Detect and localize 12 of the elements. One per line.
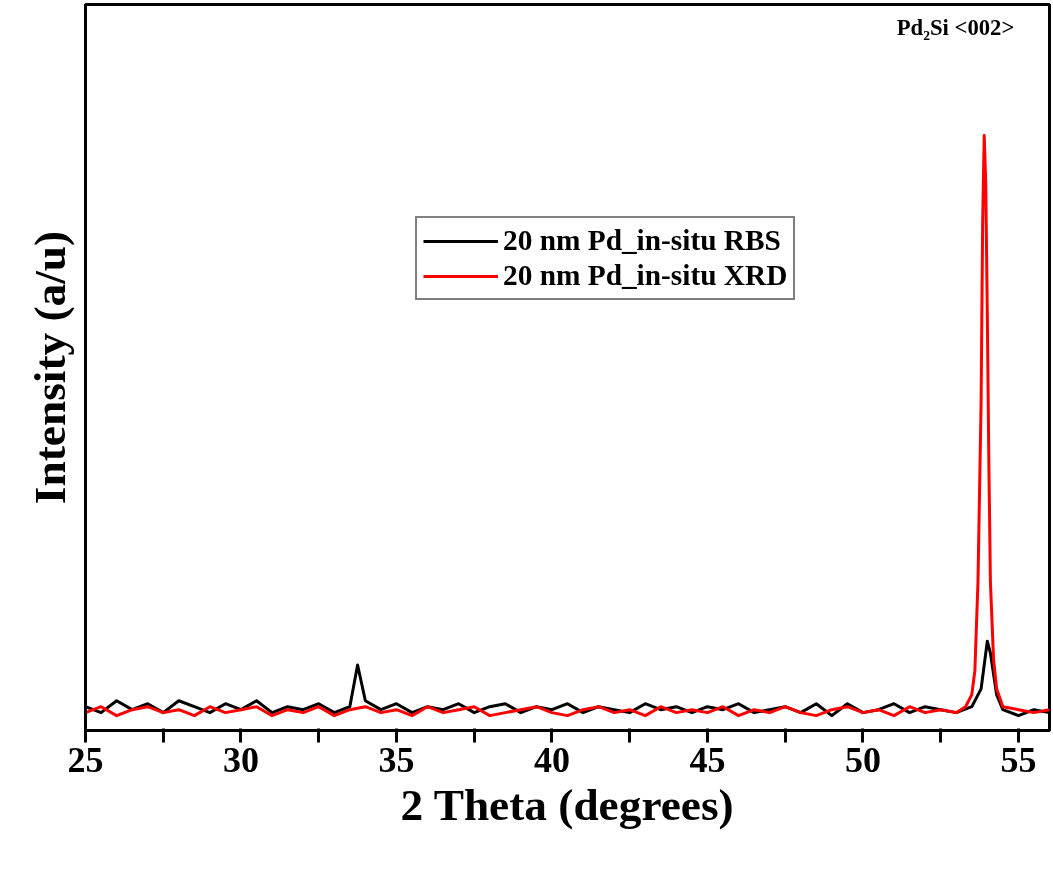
legend-label: 20 nm Pd_in-situ RBS: [503, 224, 781, 257]
x-tick-label: 30: [222, 739, 259, 780]
x-tick-label: 25: [67, 739, 104, 780]
legend-label: 20 nm Pd_in-situ XRD: [503, 259, 788, 292]
y-axis-title: Intensity (a/u): [24, 230, 75, 505]
x-tick-label: 45: [689, 739, 726, 780]
x-tick-label: 40: [533, 739, 570, 780]
x-tick-label: 55: [1000, 739, 1037, 780]
text: Pd₂Si <002>: [896, 14, 1015, 40]
x-tick-label: 35: [378, 739, 415, 780]
x-axis-title: 2 Theta (degrees): [400, 779, 734, 830]
x-tick-label: 50: [844, 739, 881, 780]
